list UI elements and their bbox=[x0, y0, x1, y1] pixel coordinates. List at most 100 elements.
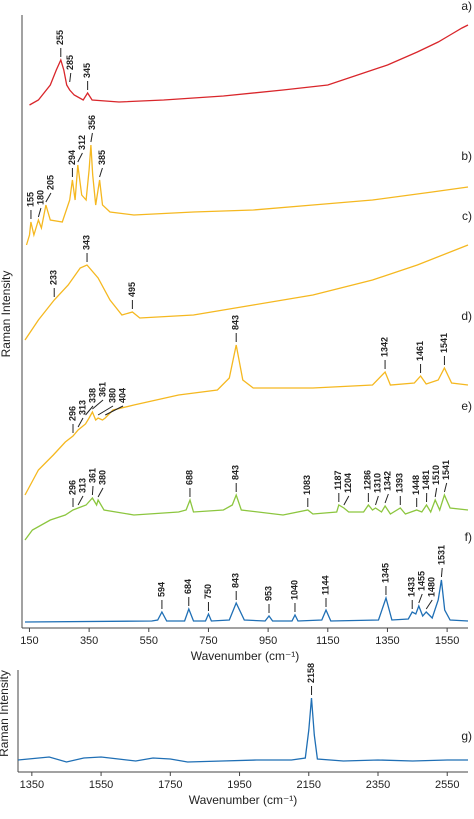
peak-label: 1541 bbox=[439, 333, 449, 353]
peak-marker bbox=[45, 192, 52, 203]
peak-label: 155 bbox=[25, 192, 35, 207]
x-tick-label: 2150 bbox=[297, 779, 321, 791]
peak-label: 1541 bbox=[441, 460, 451, 480]
peak-label: 1345 bbox=[380, 563, 390, 583]
x-tick-label: 1150 bbox=[316, 635, 340, 647]
peak-label: 294 bbox=[67, 150, 77, 165]
peak-label: 2158 bbox=[306, 663, 316, 683]
peak-label: 380 bbox=[97, 470, 107, 485]
x-tick-label: 150 bbox=[20, 635, 38, 647]
peak-label: 1310 bbox=[373, 473, 383, 493]
peak-label: 296 bbox=[67, 480, 77, 495]
peak-label: 1455 bbox=[417, 571, 427, 591]
peak-label: 594 bbox=[156, 582, 166, 597]
peak-label: 1083 bbox=[302, 475, 312, 495]
peak-label: 495 bbox=[127, 282, 137, 297]
peak-marker bbox=[99, 167, 103, 178]
peak-label: 1481 bbox=[421, 470, 431, 490]
peak-marker bbox=[343, 495, 350, 506]
peak-label: 1342 bbox=[383, 471, 393, 491]
peak-label: 205 bbox=[45, 175, 55, 190]
peak-label: 953 bbox=[263, 586, 273, 601]
peak-marker bbox=[384, 493, 389, 504]
peak-marker bbox=[91, 485, 94, 496]
peak-label: 312 bbox=[77, 135, 87, 150]
spectrum bbox=[24, 344, 469, 496]
peak-label: 1040 bbox=[289, 580, 299, 600]
peak-marker bbox=[97, 405, 114, 416]
peak-label: 684 bbox=[183, 579, 193, 594]
peak-marker bbox=[85, 405, 94, 416]
peak-label: 1433 bbox=[407, 577, 417, 597]
peak-label: 1480 bbox=[427, 577, 437, 597]
spectrum bbox=[24, 244, 469, 341]
x-tick-label: 950 bbox=[259, 635, 277, 647]
x-tick-label: 1550 bbox=[435, 635, 459, 647]
spectrum bbox=[17, 697, 468, 763]
peak-marker bbox=[97, 487, 104, 498]
x-tick-label: 1350 bbox=[375, 635, 399, 647]
peak-label: 385 bbox=[97, 150, 107, 165]
peak-label: 345 bbox=[82, 63, 92, 78]
peak-label: 285 bbox=[65, 55, 75, 70]
y-axis-label: Raman Intensity bbox=[0, 271, 13, 358]
spectrum bbox=[24, 579, 469, 623]
series-label: a) bbox=[461, 0, 472, 13]
x-tick-label: 1950 bbox=[227, 779, 251, 791]
peak-label: 233 bbox=[49, 270, 59, 285]
x-tick-label: 350 bbox=[80, 635, 98, 647]
peak-marker bbox=[425, 599, 433, 610]
peak-label: 1144 bbox=[320, 575, 330, 595]
spectrum bbox=[29, 24, 469, 106]
peak-label: 1187 bbox=[333, 470, 343, 490]
peak-label: 1461 bbox=[415, 341, 425, 361]
peak-label: 404 bbox=[117, 388, 127, 403]
peak-marker bbox=[440, 567, 443, 578]
peak-marker bbox=[434, 487, 438, 498]
x-tick-label: 1550 bbox=[89, 779, 113, 791]
peak-marker bbox=[443, 482, 448, 493]
x-tick-label: 1350 bbox=[20, 779, 44, 791]
x-tick-label: 2550 bbox=[435, 779, 459, 791]
peak-marker bbox=[418, 593, 423, 604]
peak-label: 688 bbox=[184, 470, 194, 485]
peak-label: 1510 bbox=[431, 465, 441, 485]
y-axis-label: Raman Intensity bbox=[0, 670, 11, 757]
peak-marker bbox=[77, 152, 83, 163]
peak-label: 843 bbox=[231, 573, 241, 588]
peak-label: 1204 bbox=[343, 473, 353, 493]
peak-label: 343 bbox=[81, 235, 91, 250]
spectrum bbox=[24, 493, 469, 541]
series-label: d) bbox=[461, 309, 472, 323]
x-tick-label: 1750 bbox=[158, 779, 182, 791]
spectrum bbox=[25, 144, 469, 246]
peak-label: 1286 bbox=[363, 470, 373, 490]
peak-label: 361 bbox=[87, 468, 97, 483]
series-label: c) bbox=[462, 209, 472, 223]
peak-label: 356 bbox=[87, 115, 97, 130]
peak-marker bbox=[92, 399, 104, 410]
peak-marker bbox=[90, 132, 93, 143]
peak-marker bbox=[77, 417, 84, 428]
peak-marker bbox=[69, 72, 72, 83]
peak-label: 1531 bbox=[437, 545, 447, 565]
peak-marker bbox=[105, 405, 124, 416]
peak-label: 255 bbox=[55, 30, 65, 45]
peak-marker bbox=[77, 495, 84, 506]
series-label: b) bbox=[461, 149, 472, 163]
peak-label: 1448 bbox=[411, 475, 421, 495]
series-label: g) bbox=[461, 729, 472, 743]
series-label: e) bbox=[461, 399, 472, 413]
x-tick-label: 750 bbox=[199, 635, 217, 647]
x-tick-label: 550 bbox=[140, 635, 158, 647]
peak-label: 1393 bbox=[395, 473, 405, 493]
peak-label: 843 bbox=[231, 315, 241, 330]
peak-label: 313 bbox=[77, 400, 87, 415]
peak-label: 361 bbox=[97, 382, 107, 397]
peak-label: 338 bbox=[87, 388, 97, 403]
peak-label: 750 bbox=[203, 584, 213, 599]
x-axis-label: Wavenumber (cm⁻¹) bbox=[189, 793, 298, 807]
peak-label: 843 bbox=[231, 465, 241, 480]
